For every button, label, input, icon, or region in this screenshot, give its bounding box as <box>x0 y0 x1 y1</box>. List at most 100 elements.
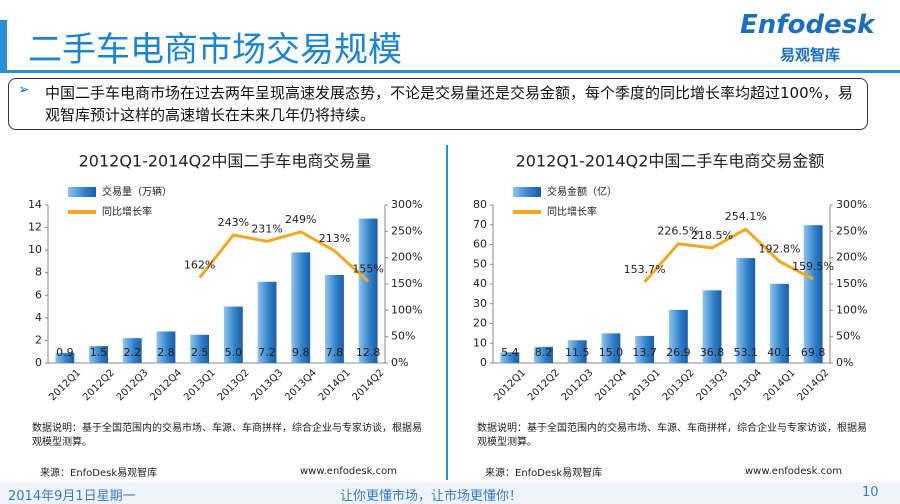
x-tick-label: 2013Q4 <box>728 367 764 403</box>
bar <box>500 352 520 363</box>
footer-band <box>0 482 900 504</box>
bar <box>803 225 823 363</box>
bar <box>601 333 621 363</box>
y-tick-label: 40 <box>473 277 487 290</box>
y-tick-label: 0 <box>480 356 487 369</box>
bar-label: 2.5 <box>191 346 209 359</box>
bar <box>156 331 176 363</box>
x-tick-label: 2013Q2 <box>661 367 697 403</box>
slide-title: 二手车电商市场交易规模 <box>28 30 402 70</box>
chart-title: 2012Q1-2014Q2中国二手车电商交易量 <box>79 152 372 171</box>
y2-tick-label: 300% <box>836 198 867 211</box>
legend-label: 交易金额（亿） <box>547 185 617 198</box>
growth-line <box>198 230 370 283</box>
y-tick-label: 60 <box>473 238 487 251</box>
y2-tick-label: 150% <box>836 277 867 290</box>
y-tick-label: 30 <box>473 297 487 310</box>
x-tick-label: 2013Q1 <box>627 367 663 403</box>
line-label: 226.5% <box>657 225 699 238</box>
y2-tick-label: 0% <box>836 356 853 369</box>
bar <box>291 252 311 363</box>
bar-label: 69.8 <box>801 346 826 359</box>
bar-label: 0.9 <box>56 346 74 359</box>
x-tick-label: 2014Q2 <box>796 367 832 403</box>
bar <box>89 346 108 363</box>
x-tick-label: 2013Q3 <box>249 367 285 403</box>
x-tick-label: 2014Q1 <box>762 367 798 403</box>
bar-label: 12.8 <box>356 346 381 359</box>
chart-notes: 数据说明：基于全国范围内的交易市场、车源、车商拼样，综合企业与专家访谈，根据易观… <box>32 423 422 448</box>
line-label: 155% <box>352 262 383 275</box>
line-label: 192.8% <box>758 242 800 255</box>
bar <box>358 218 378 363</box>
legend-label: 同比增长率 <box>547 205 597 218</box>
summary-text: 中国二手车电商市场在过去两年呈现高速发展态势，不论是交易量还是交易金额，每个季度… <box>45 84 853 124</box>
line-label: 249% <box>285 213 316 226</box>
growth-line <box>643 227 814 284</box>
y2-tick-label: 100% <box>836 303 867 316</box>
footer-date: 2014年9月1日星期一 <box>8 489 136 504</box>
y-tick-label: 4 <box>35 311 42 324</box>
bar-label: 9.8 <box>292 346 310 359</box>
legend-swatch <box>68 187 96 197</box>
bar-label: 2.2 <box>124 346 142 359</box>
bar <box>534 346 553 363</box>
y-tick-label: 8 <box>35 266 42 279</box>
line-label: 162% <box>184 259 215 272</box>
y-tick-label: 0 <box>35 356 42 369</box>
x-tick-label: 2012Q3 <box>560 367 596 403</box>
chart-source: 来源：EnfoDesk易观智库 <box>40 468 158 479</box>
line-label: 218.5% <box>691 229 733 242</box>
line-label: 153.7% <box>624 263 666 276</box>
x-tick-label: 2013Q1 <box>182 367 218 403</box>
bar <box>223 306 243 363</box>
footer-slogan: 让你更懂市场，让市场更懂你！ <box>340 489 523 504</box>
x-tick-label: 2014Q2 <box>351 367 387 403</box>
chart-site: www.enfodesk.com <box>745 466 842 477</box>
x-tick-label: 2012Q4 <box>148 367 184 403</box>
y2-tick-label: 0% <box>391 356 408 369</box>
bar-label: 5.4 <box>501 346 519 359</box>
y2-tick-label: 100% <box>391 303 422 316</box>
y-tick-label: 14 <box>28 198 42 211</box>
line-label: 159.5% <box>792 260 834 273</box>
y2-tick-label: 50% <box>391 330 415 343</box>
bar <box>55 352 75 363</box>
bar-label: 7.2 <box>258 346 276 359</box>
bar <box>325 274 344 363</box>
chart-title: 2012Q1-2014Q2中国二手车电商交易金额 <box>516 152 825 171</box>
bar <box>567 340 587 363</box>
bar-label: 1.5 <box>90 346 108 359</box>
title-rule <box>0 70 900 73</box>
bar-label: 2.8 <box>157 346 175 359</box>
bar-label: 26.9 <box>666 346 691 359</box>
summary-box <box>8 78 868 130</box>
y2-tick-label: 50% <box>836 330 860 343</box>
line-label: 254.1% <box>725 210 767 223</box>
legend-label: 同比增长率 <box>102 205 152 218</box>
x-tick-label: 2013Q4 <box>283 367 319 403</box>
line-label: 213% <box>319 232 350 245</box>
y-tick-label: 10 <box>473 336 487 349</box>
x-tick-label: 2013Q2 <box>216 367 252 403</box>
bar <box>257 281 277 363</box>
bullet: ➢ <box>18 82 30 98</box>
bar <box>702 290 722 363</box>
bar-label: 36.8 <box>700 346 725 359</box>
legend-swatch <box>513 187 541 197</box>
bar-label: 11.5 <box>565 346 590 359</box>
y2-tick-label: 250% <box>391 224 422 237</box>
bar <box>190 334 210 363</box>
y-tick-label: 10 <box>28 243 42 256</box>
bar <box>122 338 142 363</box>
bar <box>635 335 655 363</box>
bar-label: 40.1 <box>767 346 792 359</box>
x-tick-label: 2013Q3 <box>694 367 730 403</box>
y-tick-label: 12 <box>28 221 42 234</box>
x-tick-label: 2014Q1 <box>317 367 353 403</box>
bar-label: 7.8 <box>326 346 344 359</box>
x-tick-label: 2012Q1 <box>47 367 83 403</box>
bar-label: 5.0 <box>225 346 243 359</box>
chart-notes: 数据说明：基于全国范围内的交易市场、车源、车商拼样，综合企业与专家访谈，根据易观… <box>477 423 867 448</box>
